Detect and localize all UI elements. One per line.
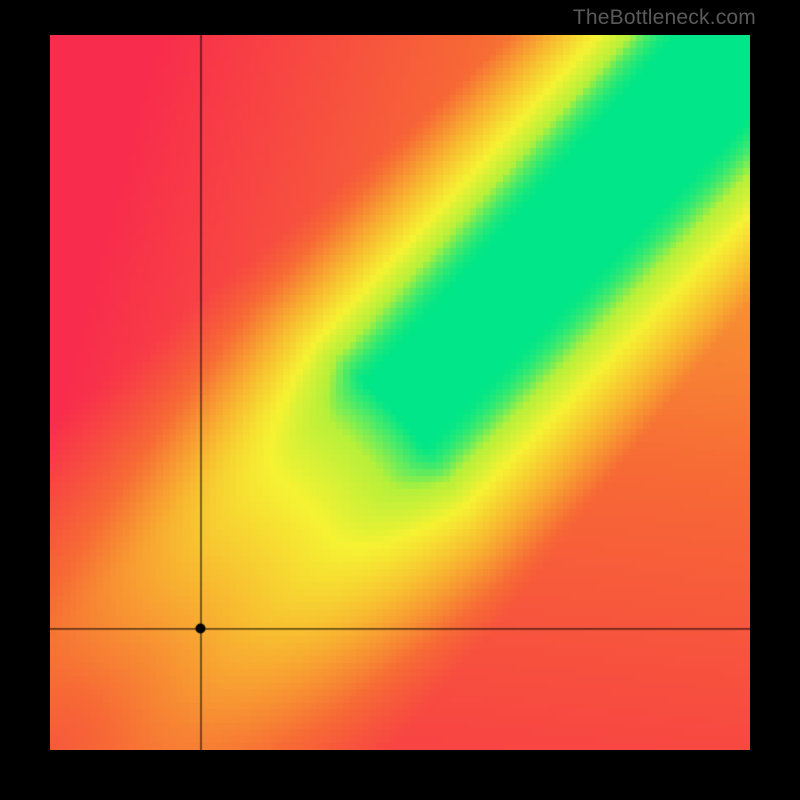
bottleneck-heatmap <box>50 35 750 750</box>
watermark-text: TheBottleneck.com <box>573 6 756 30</box>
crosshair-overlay <box>50 35 750 750</box>
